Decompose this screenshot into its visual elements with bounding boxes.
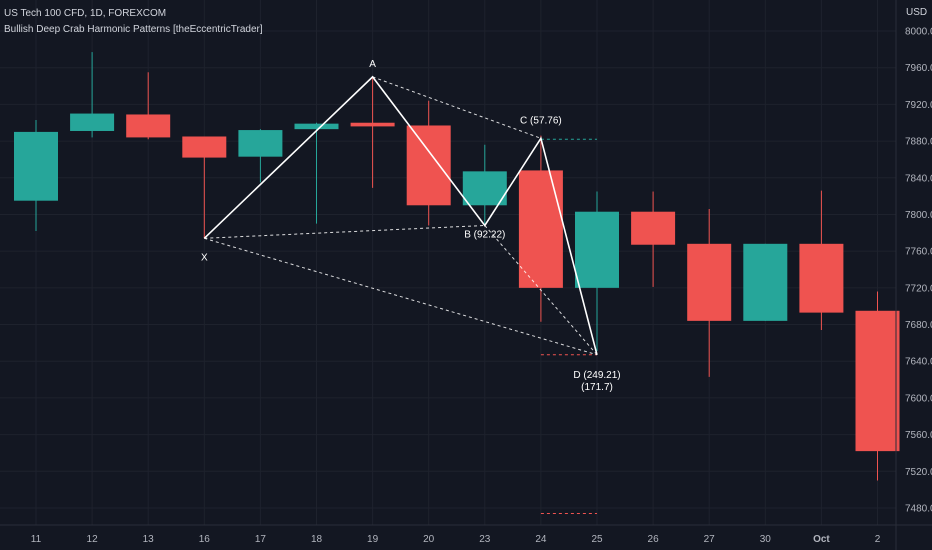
pattern-legs xyxy=(203,75,598,356)
y-tick-label: 7880.0 xyxy=(905,137,932,148)
candle-body xyxy=(462,171,507,206)
y-tick-label: 7560.0 xyxy=(905,430,932,441)
candle xyxy=(462,144,507,226)
y-tick-label: 7680.0 xyxy=(905,320,932,331)
pattern-label-c: C (57.76) xyxy=(520,115,562,126)
candle xyxy=(14,119,58,231)
y-tick-label: 7640.0 xyxy=(905,357,932,368)
candle xyxy=(518,135,563,322)
pattern-dashed-connector xyxy=(204,224,485,239)
x-tick-label: 19 xyxy=(367,534,379,545)
candle xyxy=(350,76,395,188)
x-tick-label: 24 xyxy=(535,534,547,545)
harmonic-pattern-layer: X A B (92.22) C (57.76) D (249.21)(171.7) xyxy=(201,59,621,515)
pattern-dashed-connector xyxy=(484,225,598,356)
candle xyxy=(743,243,788,321)
x-tick-label: 25 xyxy=(591,534,603,545)
candle-body xyxy=(518,170,563,288)
candle-body xyxy=(799,243,844,313)
y-tick-label: 7720.0 xyxy=(905,283,932,294)
x-tick-label: 17 xyxy=(255,534,267,545)
candle-body xyxy=(14,131,58,201)
x-tick-label: Oct xyxy=(813,534,830,545)
symbol-title: US Tech 100 CFD, 1D, FOREXCOM xyxy=(4,8,167,19)
y-tick-label: 7520.0 xyxy=(905,467,932,478)
x-tick-label: 30 xyxy=(760,534,772,545)
price-axis[interactable]: 8000.0 7960.0 7920.0 7880.0 7840.0 7800.0 7760… xyxy=(895,0,932,550)
y-tick-label: 7960.0 xyxy=(905,63,932,74)
candle xyxy=(799,190,844,331)
price-axis-currency: USD xyxy=(906,7,928,18)
candle-body xyxy=(182,136,227,158)
candle xyxy=(575,191,619,352)
x-tick-label: 12 xyxy=(87,534,99,545)
x-tick-label: 13 xyxy=(143,534,155,545)
candle-body xyxy=(575,211,619,288)
y-tick-label: 7840.0 xyxy=(905,173,932,184)
candle xyxy=(294,122,339,224)
candle-body xyxy=(126,114,171,138)
y-tick-label: 7800.0 xyxy=(905,210,932,221)
pattern-dashed-connector xyxy=(204,237,598,356)
candle xyxy=(631,191,676,287)
candle-body xyxy=(855,310,900,452)
x-tick-label: 11 xyxy=(31,534,42,545)
y-tick-label: 7760.0 xyxy=(905,247,932,258)
pattern-label-x: X xyxy=(201,252,208,263)
candle-body xyxy=(238,130,283,157)
candle-body xyxy=(406,125,451,206)
y-tick-label: 8000.0 xyxy=(905,27,932,38)
x-tick-label: 2 xyxy=(875,534,881,545)
y-tick-label: 7920.0 xyxy=(905,100,932,111)
pattern-label-b: B (92.22) xyxy=(464,229,505,240)
candle xyxy=(406,100,451,226)
candle-body xyxy=(631,211,676,245)
x-tick-label: 23 xyxy=(479,534,491,545)
x-tick-label: 27 xyxy=(704,534,716,545)
candle xyxy=(238,129,283,183)
x-tick-label: 20 xyxy=(423,534,435,545)
pattern-label-d-sub: (171.7) xyxy=(581,382,613,393)
candle-body xyxy=(743,243,788,321)
y-tick-label: 7600.0 xyxy=(905,393,932,404)
indicator-title: Bullish Deep Crab Harmonic Patterns [the… xyxy=(4,24,263,35)
candle-body xyxy=(350,122,395,127)
x-tick-label: 18 xyxy=(311,534,323,545)
pattern-label-d: D (249.21) xyxy=(573,370,620,381)
candle xyxy=(126,72,171,140)
candle xyxy=(855,291,900,481)
candle xyxy=(182,136,227,239)
time-axis[interactable]: 11 12 13 16 17 18 19 20 23 24 25 26 27 30 Oct 2 xyxy=(0,524,932,545)
candle-body xyxy=(70,113,115,131)
candle xyxy=(70,52,115,138)
candle-body xyxy=(294,123,339,130)
candle xyxy=(687,208,732,377)
x-tick-label: 16 xyxy=(199,534,211,545)
y-tick-label: 7480.0 xyxy=(905,504,932,515)
x-tick-label: 26 xyxy=(648,534,660,545)
pattern-label-a: A xyxy=(369,59,376,70)
candle-body xyxy=(687,243,732,321)
candles-layer xyxy=(14,52,900,481)
